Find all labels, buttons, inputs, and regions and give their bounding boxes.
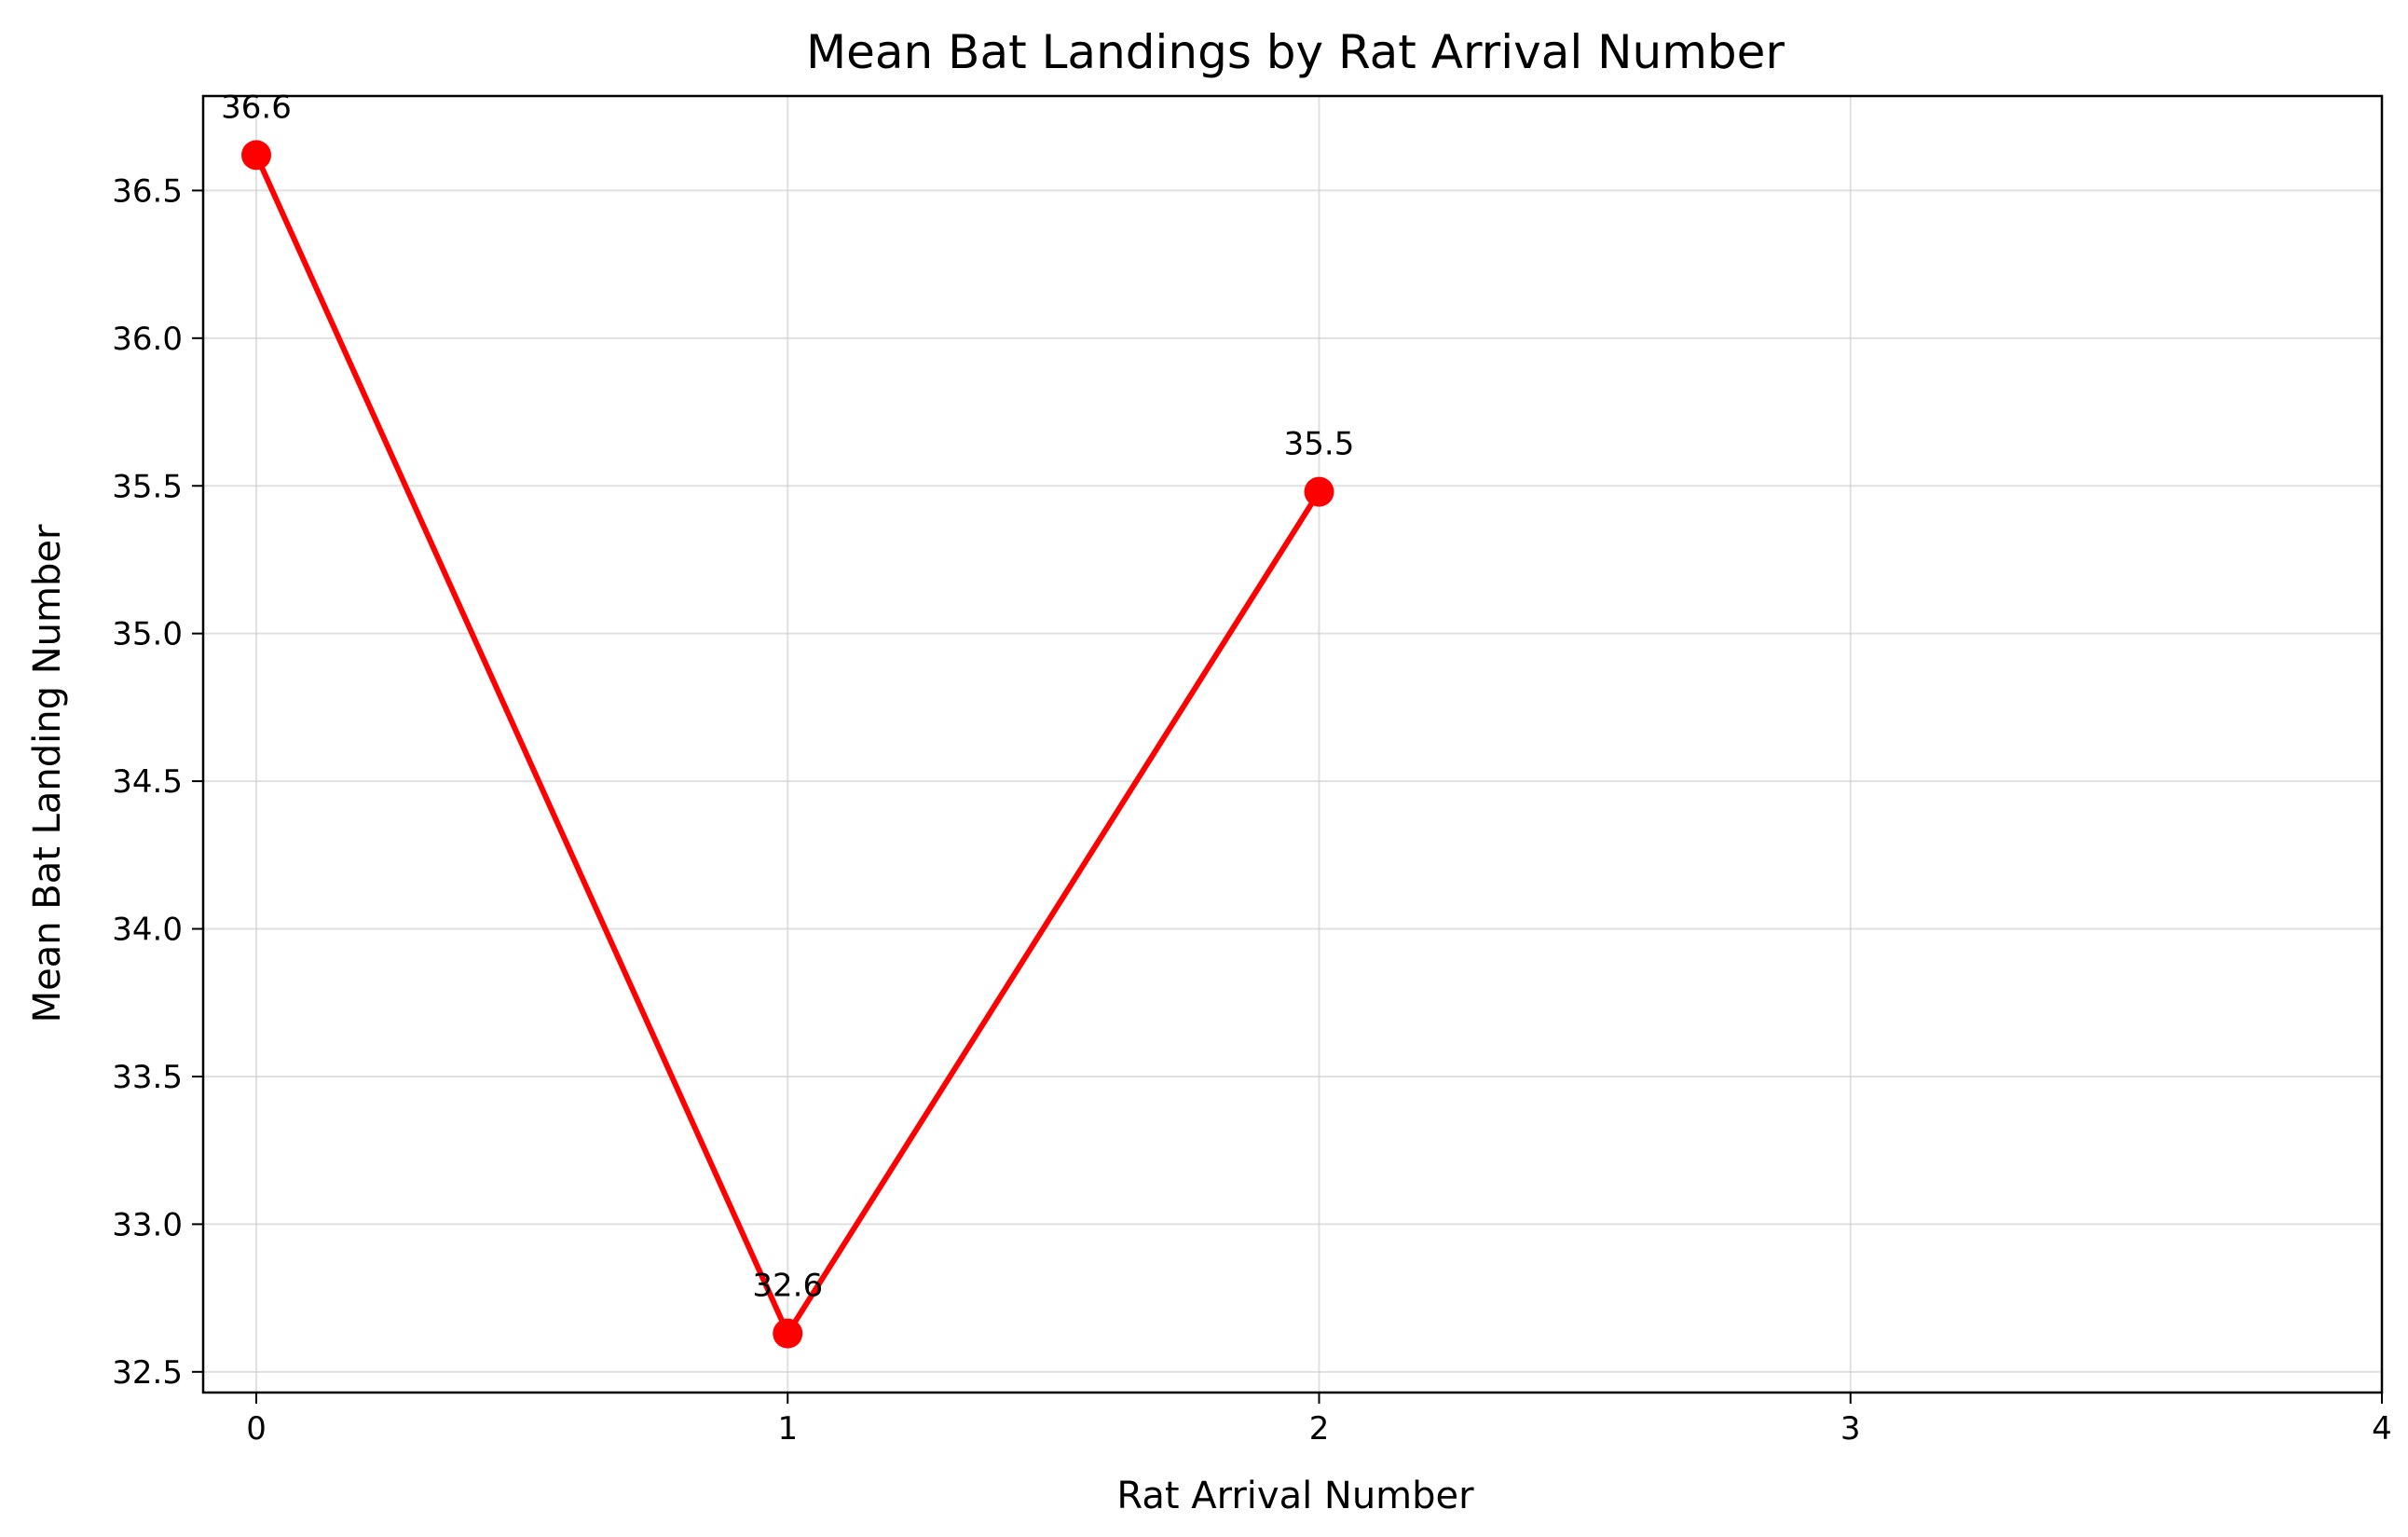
y-tick-label: 32.5 (112, 1354, 183, 1392)
y-tick-label: 36.0 (112, 321, 183, 358)
axis-ticks: 0 1 2 3 4 32.5 33.0 33.5 34.0 34.5 35.0 35.5 36.0 36.… (112, 172, 2392, 1448)
y-axis-label: Mean Bat Landing Number (26, 524, 69, 1022)
data-point (773, 1318, 803, 1349)
x-tick-label: 4 (2372, 1410, 2392, 1448)
data-point (1304, 476, 1334, 507)
y-tick-label: 35.0 (112, 616, 183, 653)
data-label: 36.6 (221, 89, 292, 126)
data-label: 32.6 (752, 1268, 823, 1305)
y-tick-label: 33.5 (112, 1059, 183, 1096)
grid-lines (203, 96, 2383, 1393)
y-tick-label: 34.5 (112, 763, 183, 801)
x-axis-label: Rat Arrival Number (1116, 1475, 1474, 1517)
chart-title: Mean Bat Landings by Rat Arrival Number (806, 25, 1785, 79)
y-tick-label: 36.5 (112, 172, 183, 210)
y-tick-label: 33.0 (112, 1206, 183, 1243)
data-label: 35.5 (1284, 426, 1355, 463)
data-point (241, 140, 272, 171)
plot-area-frame (201, 94, 2384, 1394)
x-tick-label: 1 (777, 1410, 798, 1448)
x-tick-label: 0 (246, 1410, 267, 1448)
y-tick-label: 35.5 (112, 468, 183, 505)
x-tick-label: 2 (1309, 1410, 1330, 1448)
y-tick-label: 34.0 (112, 912, 183, 949)
x-tick-label: 3 (1840, 1410, 1861, 1448)
